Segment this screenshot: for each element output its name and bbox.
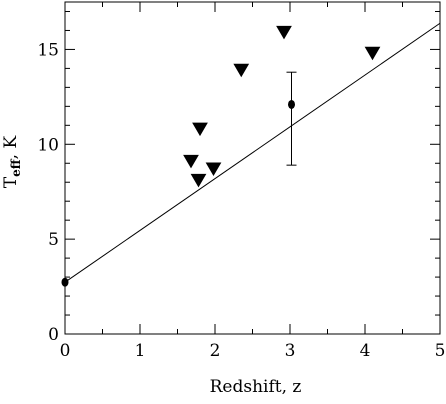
data-point-triangle [205,162,222,176]
x-tick-label: 0 [60,341,71,361]
y-tick-label: 0 [48,325,59,345]
axis-ticks [64,2,441,335]
x-tick-label: 2 [210,341,221,361]
data-point-triangle [364,46,381,61]
error-bars [286,71,297,166]
data-point-triangle [192,122,208,137]
x-tick-label: 5 [435,341,446,361]
x-tick-label: 1 [135,341,146,361]
y-axis-label: Teff, K [1,136,23,189]
y-tick-label: 5 [48,230,59,250]
x-tick-label: 4 [360,341,371,361]
x-tick-label: 3 [285,341,296,361]
data-point-triangle [233,63,250,78]
y-axis-label-subscript: eff [9,158,23,177]
y-axis-label-main: T [1,176,21,188]
fit-line [64,22,441,283]
y-tick-label: 10 [37,135,59,155]
tick-labels: 0 1 2 3 4 5 0 5 10 15 [37,40,445,361]
x-axis-label: Redshift, z [210,377,302,397]
fit-lines [64,22,441,283]
y-tick-label: 15 [37,40,59,60]
plot-frame [64,1,441,335]
data-markers [61,25,381,287]
data-point-triangle [276,25,292,40]
data-point-triangle [190,173,207,188]
data-point-triangle [183,154,199,169]
y-axis-label-unit: , K [1,136,21,160]
data-point-circle [288,99,295,109]
